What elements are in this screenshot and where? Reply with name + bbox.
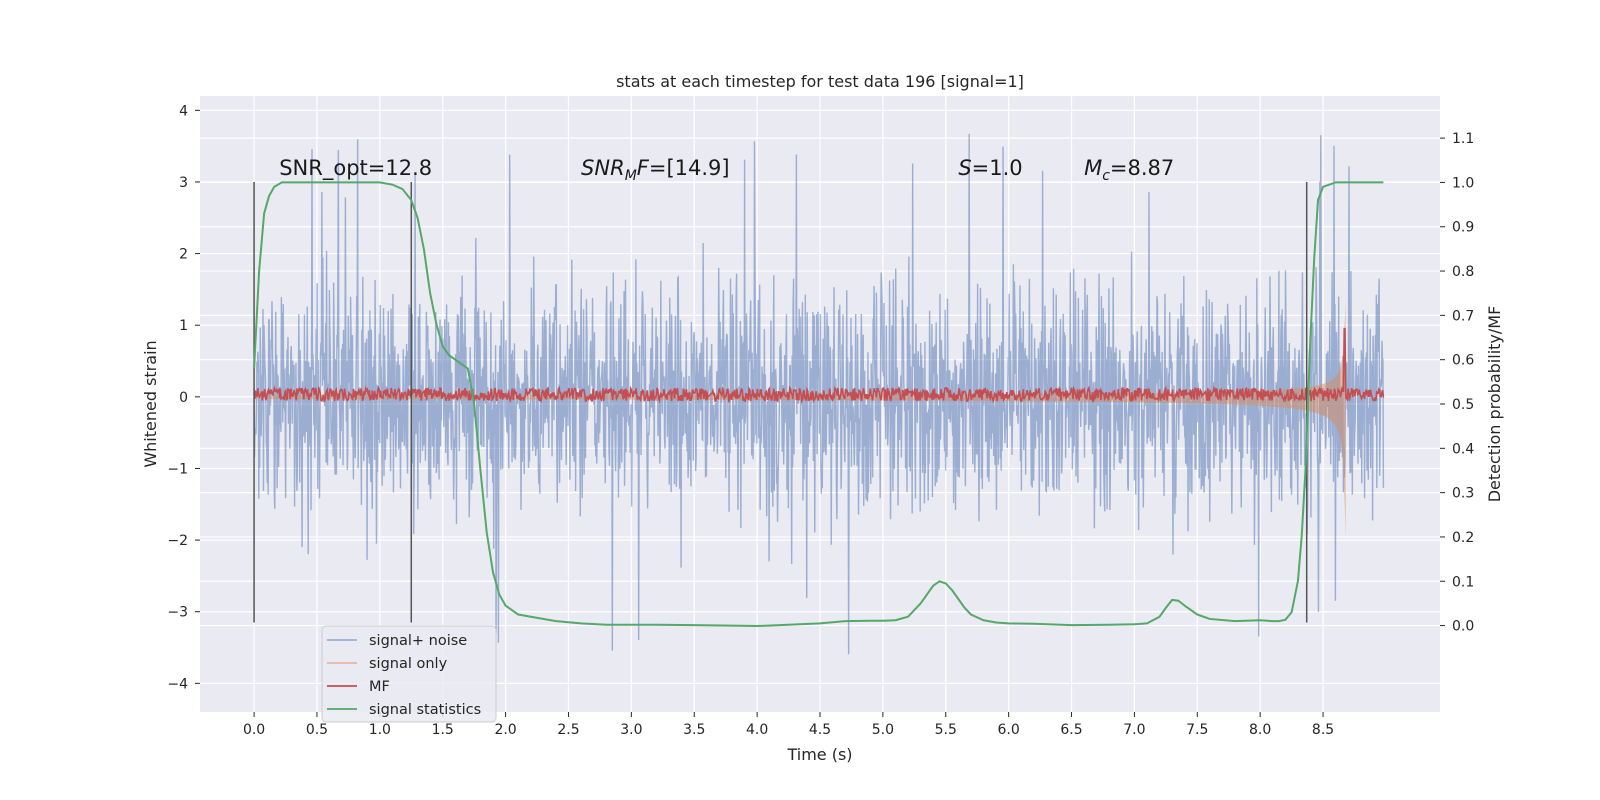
vertical-markers	[253, 181, 1308, 623]
y-left-tick-label: 4	[179, 103, 188, 119]
legend-label-signal-statistics: signal statistics	[369, 702, 481, 718]
y-axis-left-label: Whitened strain	[141, 340, 160, 467]
series-mf	[253, 327, 1385, 404]
x-tick-label: 5.0	[872, 722, 894, 738]
y-left-tick-label: −2	[167, 533, 188, 549]
mf-line	[253, 327, 1385, 404]
y-right-tick-label: 0.4	[1452, 441, 1474, 457]
legend-label-mf: MF	[369, 679, 390, 695]
y-left-tick-label: 2	[179, 247, 188, 263]
y-right-tick-label: 0.2	[1452, 530, 1474, 546]
annotation: S=1.0	[958, 156, 1022, 180]
annotation: SNRMF=[14.9]	[581, 156, 730, 184]
y-right-tick-label: 1.0	[1452, 175, 1474, 191]
y-left-tick-label: −1	[167, 461, 188, 477]
x-tick-label: 5.5	[935, 722, 957, 738]
x-axis-label: Time (s)	[786, 745, 852, 764]
legend-label-signal-only: signal only	[369, 656, 448, 672]
y-left-tick-label: 1	[179, 318, 188, 334]
y-left-tick-label: −4	[167, 676, 188, 692]
x-tick-label: 8.0	[1249, 722, 1271, 738]
y-right-tick-label: 0.8	[1452, 264, 1474, 280]
series-signal-plus-noise	[253, 133, 1385, 655]
x-tick-label: 6.0	[998, 722, 1020, 738]
x-tick-label: 2.0	[494, 722, 516, 738]
y-axis-right-label: Detection probability/MF	[1485, 306, 1504, 503]
legend: signal+ noise signal only MF signal stat…	[321, 625, 497, 723]
x-tick-label: 7.5	[1186, 722, 1208, 738]
signal-plus-noise-line	[253, 133, 1385, 655]
x-tick-label: 6.5	[1060, 722, 1082, 738]
x-tick-label: 4.0	[746, 722, 768, 738]
y-right-tick-label: 1.1	[1452, 131, 1474, 147]
x-tick-label: 8.5	[1312, 722, 1334, 738]
series-signal-statistics	[253, 181, 1384, 628]
y-right-tick-label: 0.3	[1452, 486, 1474, 502]
x-tick-label: 3.5	[683, 722, 705, 738]
y-right-tick-label: 0.7	[1452, 308, 1474, 324]
annotation: SNR_opt=12.8	[279, 156, 432, 181]
x-tick-label: 0.5	[306, 722, 328, 738]
y-right-tick-label: 0.6	[1452, 353, 1474, 369]
y-left-tick-label: 0	[179, 390, 188, 406]
y-left-tick-label: 3	[179, 175, 188, 191]
chart-title: stats at each timestep for test data 196…	[616, 72, 1024, 91]
x-tick-label: 0.0	[243, 722, 265, 738]
x-tick-label: 7.0	[1123, 722, 1145, 738]
axes-ticks: 0.0 0.5 1.0 1.5 2.0 2.5 3.0 3.5 4.0 4.5 5.0 5.5 6.0 6…	[167, 103, 1474, 738]
x-tick-label: 1.0	[369, 722, 391, 738]
annotations: SNR_opt=12.8 SNRMF=[14.9] S=1.0 Mc=8.87	[279, 156, 1174, 184]
x-tick-label: 1.5	[432, 722, 454, 738]
y-right-tick-label: 0.9	[1452, 220, 1474, 236]
x-tick-label: 3.0	[620, 722, 642, 738]
x-tick-label: 2.5	[557, 722, 579, 738]
legend-frame	[321, 625, 497, 723]
signal-statistics-line	[253, 181, 1384, 628]
y-right-tick-label: 0.0	[1452, 619, 1474, 635]
x-tick-label: 4.5	[809, 722, 831, 738]
y-right-tick-label: 0.1	[1452, 574, 1474, 590]
legend-label-signal-plus-noise: signal+ noise	[369, 633, 467, 649]
y-right-tick-label: 0.5	[1452, 397, 1474, 413]
annotation: Mc=8.87	[1084, 156, 1174, 184]
y-left-tick-label: −3	[167, 605, 188, 621]
